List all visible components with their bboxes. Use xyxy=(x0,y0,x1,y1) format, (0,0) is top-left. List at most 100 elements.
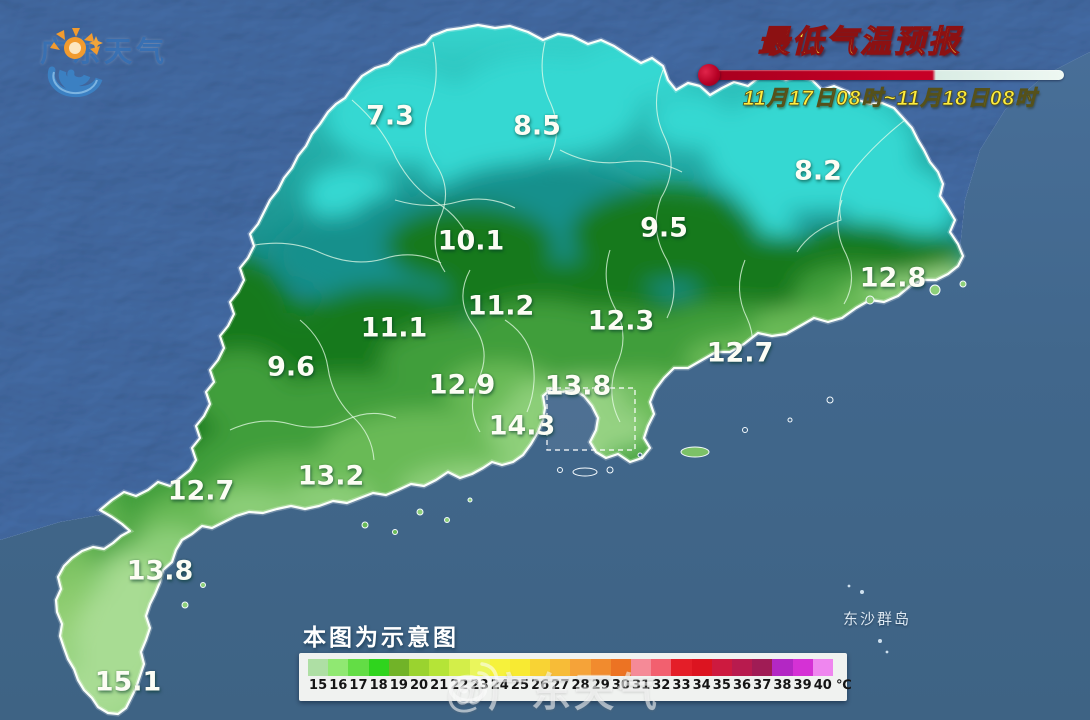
legend-value: 35 xyxy=(712,678,731,693)
legend-swatch xyxy=(308,659,329,676)
map-note: 本图为示意图 xyxy=(303,624,459,650)
temperature-label: 13.8 xyxy=(126,555,194,587)
temperature-label: 12.3 xyxy=(587,305,655,337)
legend-value: 40 xyxy=(813,678,832,693)
legend-swatch xyxy=(489,659,510,676)
legend-step: 34 xyxy=(691,659,712,693)
legend-swatch xyxy=(631,659,652,676)
temperature-label: 8.2 xyxy=(794,155,842,187)
legend-value: 33 xyxy=(672,678,691,693)
temperature-label: 9.5 xyxy=(640,212,688,244)
logo-text: 广东天气 xyxy=(40,36,169,67)
legend-swatch xyxy=(731,659,753,676)
island-label: 东沙群岛 xyxy=(843,611,912,628)
legend-step: 15 xyxy=(308,659,329,693)
temperature-label: 7.3 xyxy=(366,100,414,132)
legend-step: 39 xyxy=(792,659,813,693)
legend-swatch xyxy=(651,659,672,676)
legend-swatch xyxy=(408,659,430,676)
legend-swatch xyxy=(610,659,631,676)
temperature-label: 11.1 xyxy=(360,312,428,344)
legend-step: 17 xyxy=(348,659,369,693)
legend-step: 27 xyxy=(550,659,571,693)
legend-swatch xyxy=(772,659,793,676)
temperature-label: 9.6 xyxy=(267,351,315,383)
legend-value: 23 xyxy=(470,678,489,693)
sparkle-icon xyxy=(89,36,103,50)
legend-swatch xyxy=(388,659,409,676)
legend-step: 32 xyxy=(651,659,672,693)
legend-swatch xyxy=(691,659,712,676)
legend-swatch xyxy=(570,659,591,676)
legend-swatch xyxy=(530,659,551,676)
thermometer-bar xyxy=(708,70,1064,80)
temperature-label: 12.8 xyxy=(859,262,927,294)
legend-step: 24 xyxy=(489,659,510,693)
legend-value: 39 xyxy=(793,678,812,693)
legend-step: 38 xyxy=(772,659,793,693)
legend-value: 30 xyxy=(611,678,630,693)
dongsha-dots xyxy=(847,584,889,654)
legend-value: 31 xyxy=(632,678,651,693)
legend-step: 36 xyxy=(731,659,753,693)
legend-value: 20 xyxy=(409,678,429,693)
legend-value: 18 xyxy=(369,678,388,693)
legend-value: 24 xyxy=(490,678,509,693)
temperature-label: 13.2 xyxy=(297,460,365,492)
legend-step: 18 xyxy=(368,659,389,693)
legend-value: 21 xyxy=(430,678,449,693)
temperature-label: 12.7 xyxy=(167,475,235,507)
legend-step: 40 xyxy=(812,659,833,693)
legend-swatch xyxy=(812,659,833,676)
legend-value: 17 xyxy=(349,678,368,693)
title-block: 最低气温预报 11月17日08时~11月18日08时 xyxy=(640,16,1080,110)
legend-value: 27 xyxy=(551,678,570,693)
legend-value: 28 xyxy=(571,678,590,693)
legend-swatch xyxy=(348,659,369,676)
legend-step: 25 xyxy=(509,659,531,693)
city-boundaries xyxy=(229,41,906,461)
legend-value: 29 xyxy=(591,678,610,693)
temperature-label: 13.8 xyxy=(544,370,612,402)
legend-step: 23 xyxy=(469,659,490,693)
legend-step: 28 xyxy=(570,659,591,693)
legend-step: 19 xyxy=(388,659,409,693)
legend-step: 20 xyxy=(408,659,430,693)
legend-step: 29 xyxy=(590,659,611,693)
hk-dashed-box xyxy=(546,387,636,451)
legend-value: 15 xyxy=(309,678,328,693)
temperature-label: 10.1 xyxy=(437,225,505,257)
legend-step: 33 xyxy=(671,659,692,693)
legend-value: 34 xyxy=(692,678,711,693)
legend-swatch xyxy=(752,659,773,676)
temperature-label: 12.7 xyxy=(706,337,774,369)
legend-value: 38 xyxy=(773,678,792,693)
legend-swatch xyxy=(429,659,450,676)
legend-swatch xyxy=(509,659,531,676)
legend-scale: 15 16 17 18 19 20 21 22 23 24 25 26 27 28 29 30 31 32 33 34… xyxy=(299,653,852,701)
temperature-label: 12.9 xyxy=(428,369,496,401)
legend-value: 36 xyxy=(732,678,752,693)
legend-value: 25 xyxy=(510,678,530,693)
legend-swatch xyxy=(711,659,732,676)
legend-step: 22 xyxy=(449,659,470,693)
islands xyxy=(181,280,967,609)
legend-value: 26 xyxy=(531,678,550,693)
legend-value: 22 xyxy=(450,678,469,693)
legend-step: 31 xyxy=(631,659,652,693)
legend-swatch xyxy=(328,659,349,676)
legend-swatch xyxy=(368,659,389,676)
legend-swatch xyxy=(671,659,692,676)
legend-step: 35 xyxy=(711,659,732,693)
legend-value: 19 xyxy=(389,678,408,693)
legend-swatch xyxy=(469,659,490,676)
legend-step: 37 xyxy=(752,659,773,693)
legend-swatch xyxy=(590,659,611,676)
station-logo: 广东天气 xyxy=(34,24,169,98)
temperature-label: 8.5 xyxy=(513,110,561,142)
temperature-label: 14.3 xyxy=(488,410,556,442)
wave-swirl-icon xyxy=(47,66,103,98)
temperature-label: 11.2 xyxy=(467,290,535,322)
